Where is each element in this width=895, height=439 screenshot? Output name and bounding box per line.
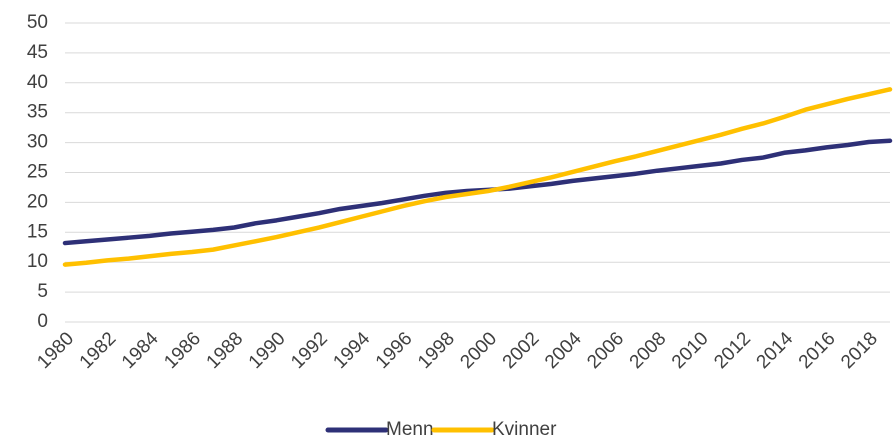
x-tick-label: 1990 — [245, 328, 290, 373]
x-tick-label: 2008 — [626, 328, 671, 373]
legend-label: Menn — [386, 419, 434, 439]
x-tick-label: 2006 — [583, 328, 628, 373]
x-tick-label: 1982 — [76, 328, 121, 373]
y-tick-label: 15 — [27, 221, 48, 242]
x-tick-label: 1984 — [118, 328, 163, 373]
x-tick-label: 1994 — [329, 328, 374, 373]
y-tick-label: 0 — [37, 311, 48, 332]
x-tick-label: 1998 — [414, 328, 459, 373]
x-tick-label: 2004 — [541, 328, 586, 373]
x-tick-label: 2002 — [499, 328, 544, 373]
y-tick-label: 10 — [27, 251, 48, 272]
x-tick-label: 2012 — [710, 328, 755, 373]
legend-label: Kvinner — [492, 419, 557, 439]
x-tick-label: 1996 — [372, 328, 417, 373]
x-tick-label: 1980 — [33, 328, 78, 373]
y-tick-label: 5 — [37, 281, 48, 302]
x-tick-label: 1992 — [287, 328, 332, 373]
x-tick-label: 2010 — [668, 328, 713, 373]
y-tick-label: 20 — [27, 191, 48, 212]
x-tick-label: 2000 — [456, 328, 501, 373]
y-tick-label: 45 — [27, 42, 48, 63]
y-tick-label: 25 — [27, 162, 48, 183]
x-tick-label: 2016 — [795, 328, 840, 373]
series-line — [62, 87, 893, 267]
y-tick-label: 50 — [27, 12, 48, 33]
x-tick-label: 1986 — [160, 328, 205, 373]
x-tick-label: 2018 — [837, 328, 882, 373]
x-tick-label: 1988 — [203, 328, 248, 373]
y-tick-label: 35 — [27, 102, 48, 123]
y-tick-label: 30 — [27, 132, 48, 153]
y-tick-label: 40 — [27, 72, 48, 93]
x-tick-label: 2014 — [753, 328, 798, 373]
